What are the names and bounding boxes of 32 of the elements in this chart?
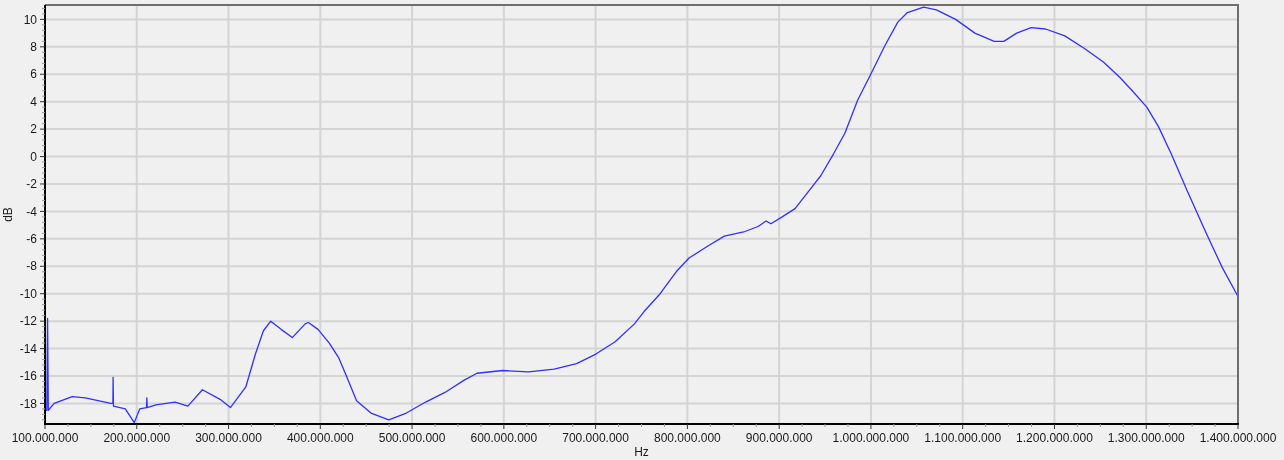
x-tick-label: 200.000.000	[103, 431, 171, 445]
x-tick-label: 1.000.000.000	[832, 431, 910, 445]
x-tick-label: 1.300.000.000	[1107, 431, 1185, 445]
y-tick-label: -18	[19, 396, 38, 411]
y-tick-label: -6	[26, 232, 38, 247]
y-tick-label: 10	[23, 12, 38, 27]
x-tick-label: 600.000.000	[470, 431, 538, 445]
y-tick-label: 4	[30, 94, 38, 109]
y-tick-label: -4	[26, 204, 38, 219]
y-tick-label: -16	[19, 369, 38, 384]
y-tick-label: 6	[30, 67, 38, 82]
y-tick-label: 8	[30, 40, 38, 55]
x-axis-title: Hz	[634, 445, 649, 459]
line-series	[44, 6, 1239, 424]
y-tick-label: -14	[19, 341, 38, 356]
y-tick-label: 2	[30, 122, 38, 137]
x-tick-label: 900.000.000	[745, 431, 813, 445]
x-tick-label: 1.200.000.000	[1016, 431, 1094, 445]
x-tick-label: 700.000.000	[562, 431, 630, 445]
x-tick-label: 300.000.000	[195, 431, 263, 445]
y-tick-label: -10	[19, 286, 38, 301]
x-tick-label: 1.100.000.000	[924, 431, 1002, 445]
x-tick-label: 100.000.000	[11, 431, 79, 445]
y-tick-label: -2	[26, 177, 38, 192]
x-tick-label: 500.000.000	[378, 431, 446, 445]
y-tick-label: 0	[30, 149, 38, 164]
y-axis-title: dB	[1, 207, 15, 222]
x-tick-label: 1.400.000.000	[1199, 431, 1277, 445]
x-tick-label: 800.000.000	[654, 431, 722, 445]
y-tick-label: -8	[26, 259, 38, 274]
y-tick-label: -12	[19, 314, 38, 329]
x-tick-label: 400.000.000	[286, 431, 354, 445]
